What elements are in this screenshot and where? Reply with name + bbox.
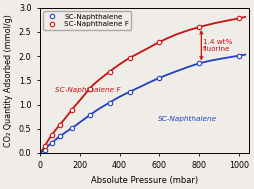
SC-Naphthalene	[88, 114, 91, 116]
Text: 1.4 wt%
fluorine: 1.4 wt% fluorine	[203, 39, 233, 52]
Y-axis label: CO₂ Quantity Adsorbed (mmol/g): CO₂ Quantity Adsorbed (mmol/g)	[4, 14, 13, 147]
Line: SC-Naphthalene F: SC-Naphthalene F	[43, 16, 242, 148]
SC-Naphthalene F	[238, 17, 241, 19]
SC-Naphthalene	[128, 91, 131, 93]
SC-Naphthalene	[43, 148, 46, 151]
SC-Naphthalene F	[108, 70, 111, 73]
SC-Naphthalene F	[198, 26, 201, 28]
SC-Naphthalene F	[70, 109, 73, 111]
SC-Naphthalene	[108, 101, 111, 104]
SC-Naphthalene	[70, 127, 73, 129]
SC-Naphthalene	[198, 62, 201, 64]
SC-Naphthalene F	[43, 145, 46, 147]
SC-Naphthalene F	[88, 87, 91, 90]
SC-Naphthalene F	[158, 41, 161, 43]
SC-Naphthalene	[50, 142, 53, 144]
Legend: SC-Naphthalene, SC-Naphthalene F: SC-Naphthalene, SC-Naphthalene F	[43, 11, 131, 30]
SC-Naphthalene F	[58, 124, 61, 126]
SC-Naphthalene F	[50, 134, 53, 136]
SC-Naphthalene F	[128, 57, 131, 59]
Text: SC-Naphthalene F: SC-Naphthalene F	[55, 87, 120, 93]
X-axis label: Absolute Pressure (mbar): Absolute Pressure (mbar)	[91, 176, 198, 185]
SC-Naphthalene	[58, 135, 61, 138]
Text: SC-Naphthalene: SC-Naphthalene	[157, 116, 217, 122]
SC-Naphthalene	[238, 54, 241, 57]
Line: SC-Naphthalene: SC-Naphthalene	[43, 53, 242, 152]
SC-Naphthalene	[158, 77, 161, 79]
